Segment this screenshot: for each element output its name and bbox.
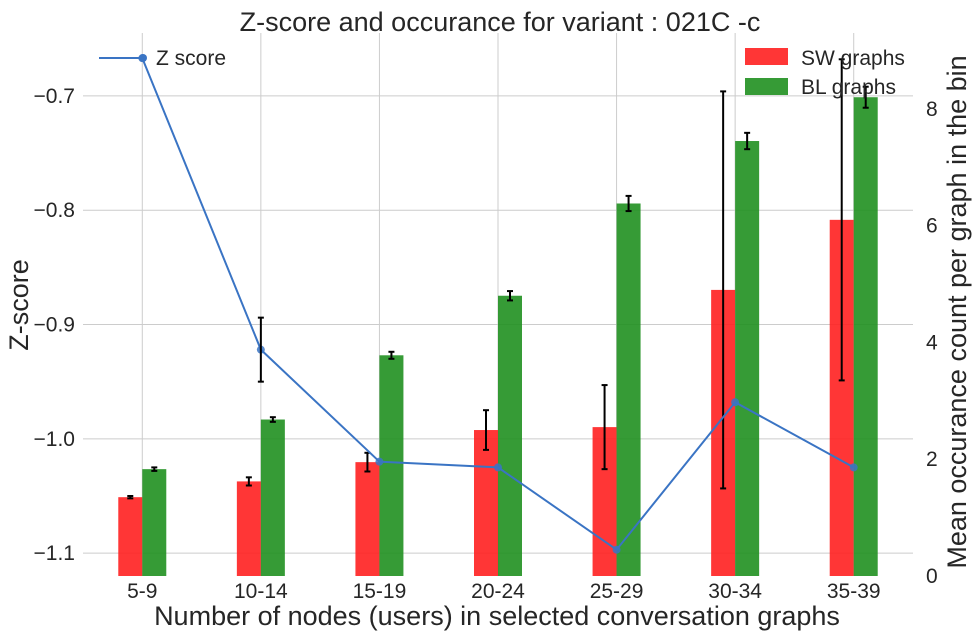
y2-tick-label: 6 <box>926 215 938 238</box>
legend-label-z-score: Z score <box>156 47 226 70</box>
x-tick-label: 10-14 <box>234 580 288 603</box>
bar-bl <box>616 203 641 576</box>
bar-bl <box>379 355 404 576</box>
y2-tick-label: 2 <box>926 448 938 471</box>
x-tick-label: 5-9 <box>127 580 157 603</box>
bars <box>118 58 878 577</box>
bar-bl <box>142 469 167 576</box>
x-tick-label: 25-29 <box>590 580 644 603</box>
z-score-point <box>494 463 502 472</box>
tick-labels: −0.7 −0.8 −0.9 −1.0 −1.1 0 2 4 6 8 5-9 10-14 15-19 20… <box>34 85 938 603</box>
z-score-point <box>375 457 384 466</box>
x-tick-label: 30-34 <box>708 580 762 603</box>
x-tick-label: 20-24 <box>471 580 525 603</box>
bar-bl <box>853 97 878 577</box>
bar-sw <box>236 481 261 576</box>
bar-sw <box>474 430 498 576</box>
x-tick-label: 35-39 <box>827 580 881 603</box>
z-score-line <box>138 54 858 554</box>
y-tick-label: −1.1 <box>34 542 75 565</box>
y-tick-label: −0.7 <box>34 85 75 108</box>
x-axis-label: Number of nodes (users) in selected conv… <box>154 601 840 631</box>
y-axis-label: Z-score <box>4 259 34 351</box>
chart-title: Z-score and occurance for variant : 021C… <box>240 7 761 37</box>
y2-tick-label: 8 <box>926 98 938 121</box>
legend-line-marker <box>139 54 147 62</box>
legend-label-bl: BL graphs <box>801 76 896 99</box>
legend-swatch-bl <box>745 78 788 95</box>
y-tick-label: −1.0 <box>34 428 75 451</box>
bar-sw <box>118 497 143 576</box>
legend-left: Z score <box>99 47 226 70</box>
z-score-point <box>731 398 740 407</box>
y2-tick-label: 0 <box>926 565 938 588</box>
legend-swatch-sw <box>745 48 788 65</box>
bar-bl <box>260 419 285 576</box>
z-score-point <box>849 463 858 472</box>
bar-bl <box>735 141 760 577</box>
y-tick-label: −0.8 <box>34 199 75 222</box>
legend-label-sw: SW graphs <box>801 47 905 70</box>
y2-axis-label: Mean occurance count per graph in the bi… <box>942 55 972 568</box>
y-tick-label: −0.9 <box>34 314 75 337</box>
x-tick-label: 15-19 <box>353 580 407 603</box>
z-score-point <box>612 545 621 554</box>
bar-bl <box>498 295 522 576</box>
bar-sw <box>355 462 380 576</box>
y2-tick-label: 4 <box>926 331 938 354</box>
legend-right: SW graphs BL graphs <box>745 47 905 99</box>
